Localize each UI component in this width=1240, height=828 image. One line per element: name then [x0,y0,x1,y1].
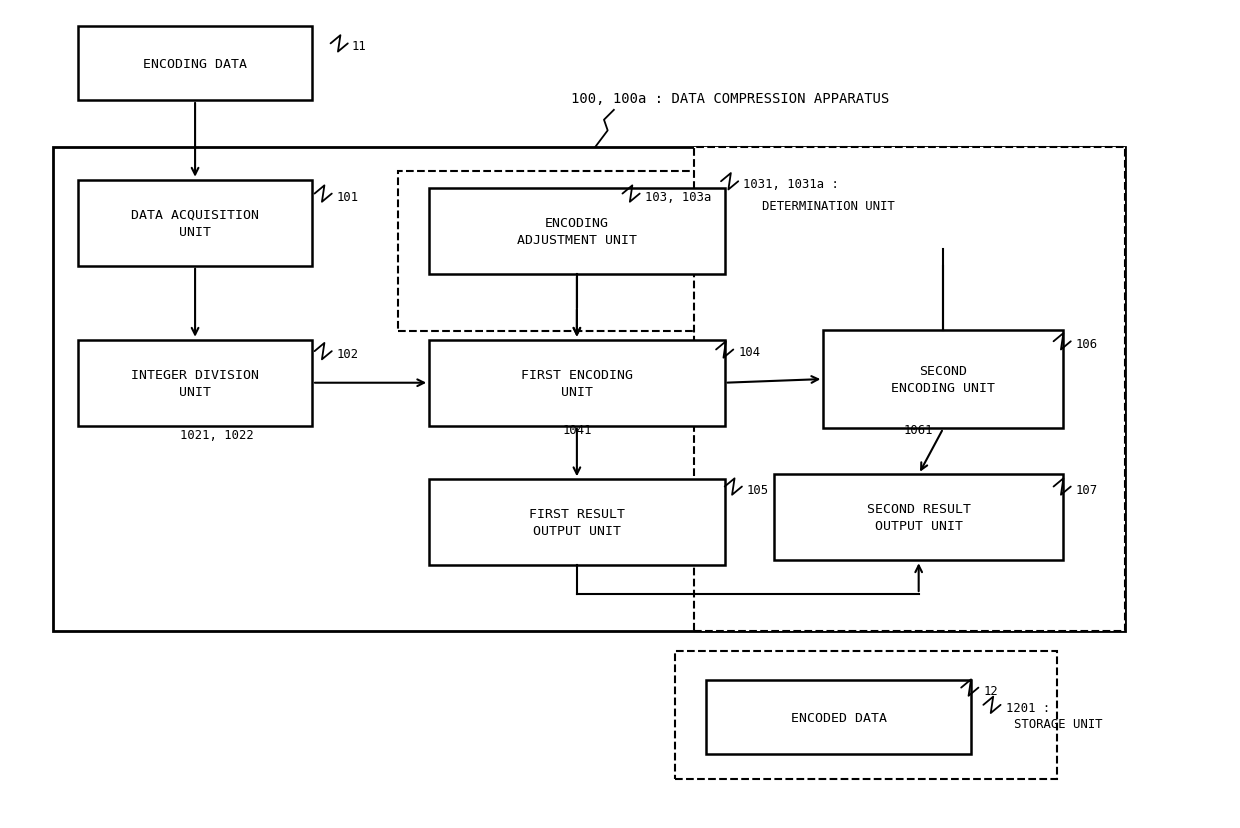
Text: ENCODING
ADJUSTMENT UNIT: ENCODING ADJUSTMENT UNIT [517,217,637,247]
Text: 103, 103a: 103, 103a [645,190,711,204]
Bar [694,147,1125,631]
Text: 1031, 1031a :: 1031, 1031a : [743,178,839,191]
Text: DETERMINATION UNIT: DETERMINATION UNIT [761,200,894,212]
Bar [429,189,724,275]
Bar [707,681,971,754]
Bar [53,147,1125,631]
Bar [774,474,1064,561]
Text: 12: 12 [983,684,998,696]
Text: 100, 100a : DATA COMPRESSION APPARATUS: 100, 100a : DATA COMPRESSION APPARATUS [570,91,889,105]
Text: 1041: 1041 [562,424,591,437]
Bar [676,652,1058,779]
Text: FIRST RESULT
OUTPUT UNIT: FIRST RESULT OUTPUT UNIT [529,508,625,537]
Text: 1061: 1061 [903,424,932,437]
Text: 101: 101 [337,190,358,204]
Text: 104: 104 [738,346,760,359]
Text: 1201 :: 1201 : [1006,701,1050,714]
Bar [429,340,724,426]
Text: ENCODED DATA: ENCODED DATA [791,710,887,724]
Text: 107: 107 [1076,483,1097,496]
Bar [429,479,724,566]
Text: SECOND RESULT
OUTPUT UNIT: SECOND RESULT OUTPUT UNIT [867,503,971,532]
Bar [78,27,312,101]
Bar [823,330,1064,429]
Text: DATA ACQUISITION
UNIT: DATA ACQUISITION UNIT [131,209,259,238]
Bar [78,181,312,267]
Bar [398,172,761,332]
Text: FIRST ENCODING
UNIT: FIRST ENCODING UNIT [521,368,632,398]
Text: 106: 106 [1076,338,1097,351]
Text: STORAGE UNIT: STORAGE UNIT [1014,717,1102,730]
Text: 105: 105 [746,483,769,496]
Text: 11: 11 [351,41,366,53]
Text: 102: 102 [337,348,358,361]
Text: ENCODING DATA: ENCODING DATA [143,57,247,70]
Text: SECOND
ENCODING UNIT: SECOND ENCODING UNIT [892,364,996,395]
Text: 1021, 1022: 1021, 1022 [180,429,254,442]
Bar [78,340,312,426]
Text: INTEGER DIVISION
UNIT: INTEGER DIVISION UNIT [131,368,259,398]
